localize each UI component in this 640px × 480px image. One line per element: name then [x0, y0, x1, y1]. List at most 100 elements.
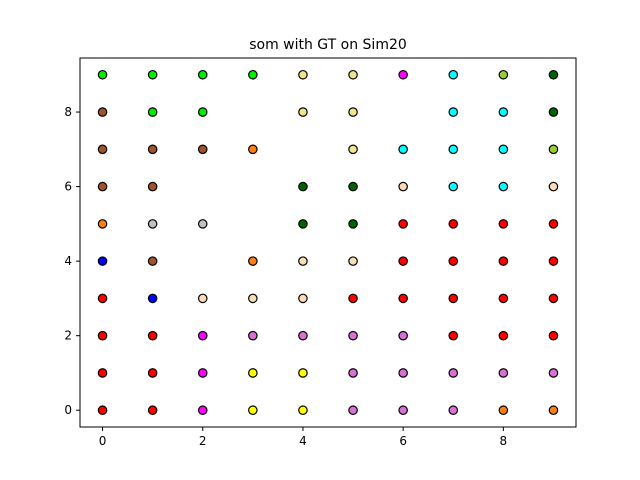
data-point	[97, 405, 108, 416]
data-point	[498, 69, 509, 80]
x-tick-label: 8	[500, 434, 508, 448]
data-point	[348, 144, 358, 155]
data-point	[398, 293, 408, 304]
data-point	[398, 219, 408, 229]
axes-layer: 0 2 4 6 8 0 2 4 6 8	[64, 57, 577, 448]
data-point	[197, 405, 208, 416]
data-point	[197, 69, 208, 80]
data-point	[97, 181, 108, 192]
y-tick-label: 8	[64, 105, 72, 119]
data-point	[498, 368, 509, 378]
data-point	[398, 330, 408, 341]
data-point	[248, 330, 258, 341]
data-point	[348, 69, 358, 80]
data-point	[498, 107, 509, 117]
points-layer	[97, 69, 559, 416]
data-point	[448, 293, 459, 304]
data-point	[147, 69, 158, 80]
data-point	[248, 144, 258, 155]
data-point	[398, 144, 408, 155]
data-point	[197, 219, 208, 229]
data-point	[548, 144, 559, 155]
data-point	[248, 405, 258, 416]
data-point	[147, 219, 158, 229]
data-point	[348, 219, 358, 229]
data-point	[147, 144, 158, 155]
data-point	[548, 405, 559, 416]
axes-frame	[79, 57, 577, 428]
x-tick-label: 0	[99, 434, 107, 448]
data-point	[548, 69, 559, 80]
data-point	[548, 256, 559, 266]
data-point	[348, 107, 358, 117]
data-point	[348, 368, 358, 378]
data-point	[548, 219, 559, 229]
data-point	[147, 330, 158, 341]
data-point	[298, 69, 308, 80]
data-point	[298, 405, 308, 416]
data-point	[348, 256, 358, 266]
data-point	[248, 256, 258, 266]
data-point	[498, 256, 509, 266]
data-point	[398, 69, 408, 80]
data-point	[548, 107, 559, 117]
data-point	[548, 330, 559, 341]
data-point	[398, 256, 408, 266]
data-point	[348, 330, 358, 341]
data-point	[348, 181, 358, 192]
y-tick-label: 4	[64, 254, 72, 268]
data-point	[548, 181, 559, 192]
data-point	[97, 107, 108, 117]
data-point	[448, 107, 459, 117]
data-point	[398, 181, 408, 192]
data-point	[448, 144, 459, 155]
data-point	[448, 368, 459, 378]
data-point	[298, 219, 308, 229]
data-point	[448, 181, 459, 192]
data-point	[147, 181, 158, 192]
data-point	[197, 330, 208, 341]
data-point	[498, 181, 509, 192]
data-point	[97, 69, 108, 80]
data-point	[147, 368, 158, 378]
data-point	[498, 405, 509, 416]
x-tick-label: 6	[399, 434, 407, 448]
x-tick-label: 4	[299, 434, 307, 448]
data-point	[147, 256, 158, 266]
data-point	[197, 107, 208, 117]
data-point	[97, 368, 108, 378]
data-point	[298, 181, 308, 192]
data-point	[197, 293, 208, 304]
data-point	[97, 219, 108, 229]
data-point	[348, 293, 358, 304]
data-point	[298, 256, 308, 266]
chart-title: som with GT on Sim20	[249, 37, 407, 53]
y-tick-label: 6	[64, 180, 72, 194]
data-point	[498, 219, 509, 229]
data-point	[448, 405, 459, 416]
data-point	[448, 69, 459, 80]
data-point	[498, 330, 509, 341]
data-point	[298, 107, 308, 117]
data-point	[147, 107, 158, 117]
data-point	[548, 368, 559, 378]
y-tick-label: 0	[64, 403, 72, 417]
data-point	[298, 330, 308, 341]
data-point	[298, 368, 308, 378]
data-point	[498, 293, 509, 304]
data-point	[97, 256, 108, 266]
data-point	[298, 293, 308, 304]
y-tick-label: 2	[64, 329, 72, 343]
data-point	[248, 69, 258, 80]
data-point	[398, 405, 408, 416]
data-point	[197, 144, 208, 155]
data-point	[448, 330, 459, 341]
data-point	[548, 293, 559, 304]
data-point	[448, 256, 459, 266]
x-tick-label: 2	[199, 434, 207, 448]
data-point	[197, 368, 208, 378]
data-point	[97, 330, 108, 341]
data-point	[348, 405, 358, 416]
